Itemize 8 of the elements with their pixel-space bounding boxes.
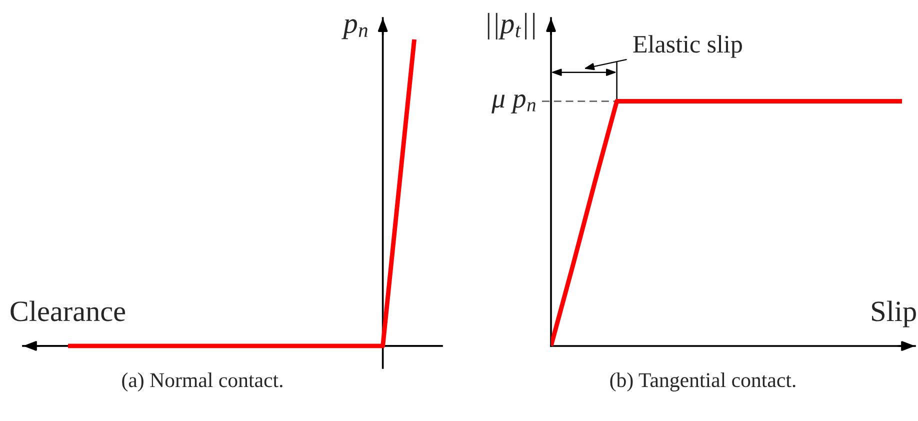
text: (b) Tangential contact. [610,372,796,392]
x-axis-title: Slip [872,300,916,328]
series-label: μ p$_{n}$ [492,94,536,114]
y-axis-title: ||p$_{t}$|| [488,12,535,40]
x-axis-title: Clearance [10,300,126,322]
y-axis-title: p$_{n}$ [342,19,368,40]
text: Elastic slip [633,35,742,58]
text: (a) Normal contact. [122,372,282,392]
